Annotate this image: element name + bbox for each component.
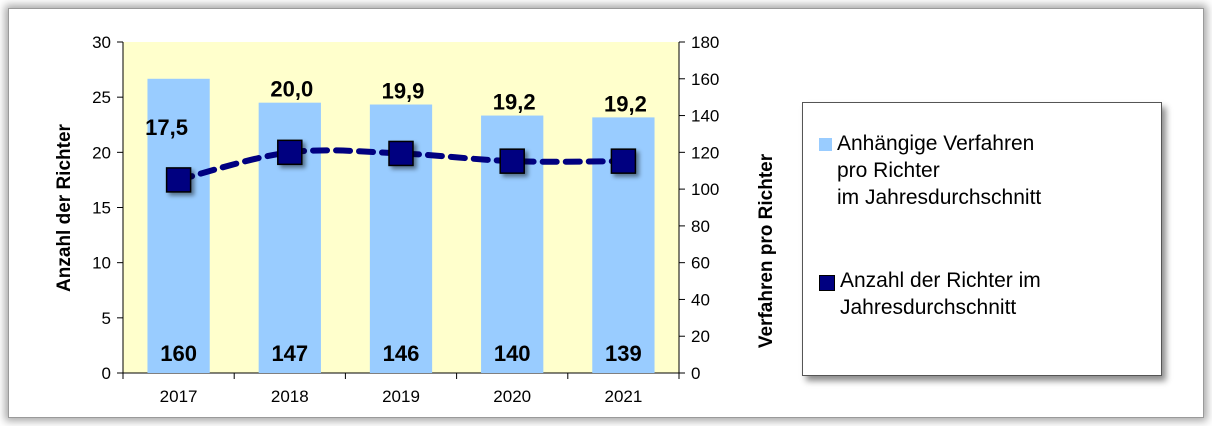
y-right-tick-label: 140 — [691, 107, 719, 126]
bar-value-label: 160 — [160, 341, 197, 366]
bar-value-label: 147 — [271, 341, 308, 366]
legend-entry-line: Anzahl der Richter im Jahresdurchschnitt — [819, 267, 1041, 321]
bar-value-label: 139 — [605, 341, 642, 366]
x-tick-label: 2020 — [493, 387, 531, 406]
line-marker — [499, 148, 525, 174]
y-right-tick-label: 120 — [691, 143, 719, 162]
chart-area: 0 5 10 15 20 25 30 0 20 40 60 80 100 120 140 160 180 2017… — [8, 8, 1204, 418]
y-right-tick-label: 0 — [691, 364, 700, 383]
line-marker — [610, 148, 637, 174]
y-left-tick-label: 25 — [92, 88, 111, 107]
x-tick-label: 2021 — [604, 387, 642, 406]
x-tick-label: 2018 — [271, 387, 309, 406]
legend-label-line: Anzahl der Richter im Jahresdurchschnitt — [840, 269, 1041, 319]
y-left-tick-label: 30 — [92, 33, 111, 52]
bar — [147, 78, 210, 374]
line-marker — [277, 139, 303, 166]
y-right-tick-label: 80 — [691, 217, 710, 236]
y-right-tick-label: 160 — [691, 70, 719, 89]
legend-swatch-bar — [819, 138, 832, 151]
x-tick-label: 2019 — [382, 387, 420, 406]
y-left-tick-label: 5 — [102, 309, 111, 328]
bar-value-label: 146 — [383, 341, 420, 366]
legend-label-bars: Anhängige Verfahren pro Richter im Jahre… — [837, 132, 1042, 209]
y-left-tick-label: 10 — [92, 254, 111, 273]
y-left-tick-label: 20 — [92, 143, 111, 162]
y-right-tick-label: 40 — [691, 290, 710, 309]
y-right-tick-label: 180 — [691, 33, 719, 52]
x-tick-label: 2017 — [160, 387, 198, 406]
combo-chart: 0 5 10 15 20 25 30 0 20 40 60 80 100 120 140 160 180 2017… — [54, 33, 777, 406]
line-value-label: 20,0 — [270, 77, 313, 102]
y-right-tick-label: 100 — [691, 180, 719, 199]
richter-line — [175, 147, 627, 183]
y-axis-right-title: Verfahren pro Richter — [756, 153, 777, 348]
legend: Anhängige Verfahren pro Richter im Jahre… — [802, 102, 1162, 376]
y-left-tick-label: 15 — [92, 199, 111, 218]
y-left-tick-label: 0 — [102, 364, 111, 383]
line-value-label: 19,2 — [493, 90, 536, 115]
line-value-label: 17,5 — [145, 115, 188, 140]
y-right-tick-label: 60 — [691, 254, 710, 273]
y-axis-left-title: Anzahl der Richter — [54, 123, 75, 291]
y-right-tick-label: 20 — [691, 327, 710, 346]
line-marker — [388, 140, 414, 167]
line-marker — [165, 167, 192, 193]
bar-value-label: 140 — [494, 341, 531, 366]
line-value-label: 19,9 — [382, 79, 425, 104]
line-value-label: 19,2 — [604, 91, 647, 116]
legend-swatch-line — [819, 275, 835, 291]
legend-entry-bars: Anhängige Verfahren pro Richter im Jahre… — [819, 130, 1041, 211]
